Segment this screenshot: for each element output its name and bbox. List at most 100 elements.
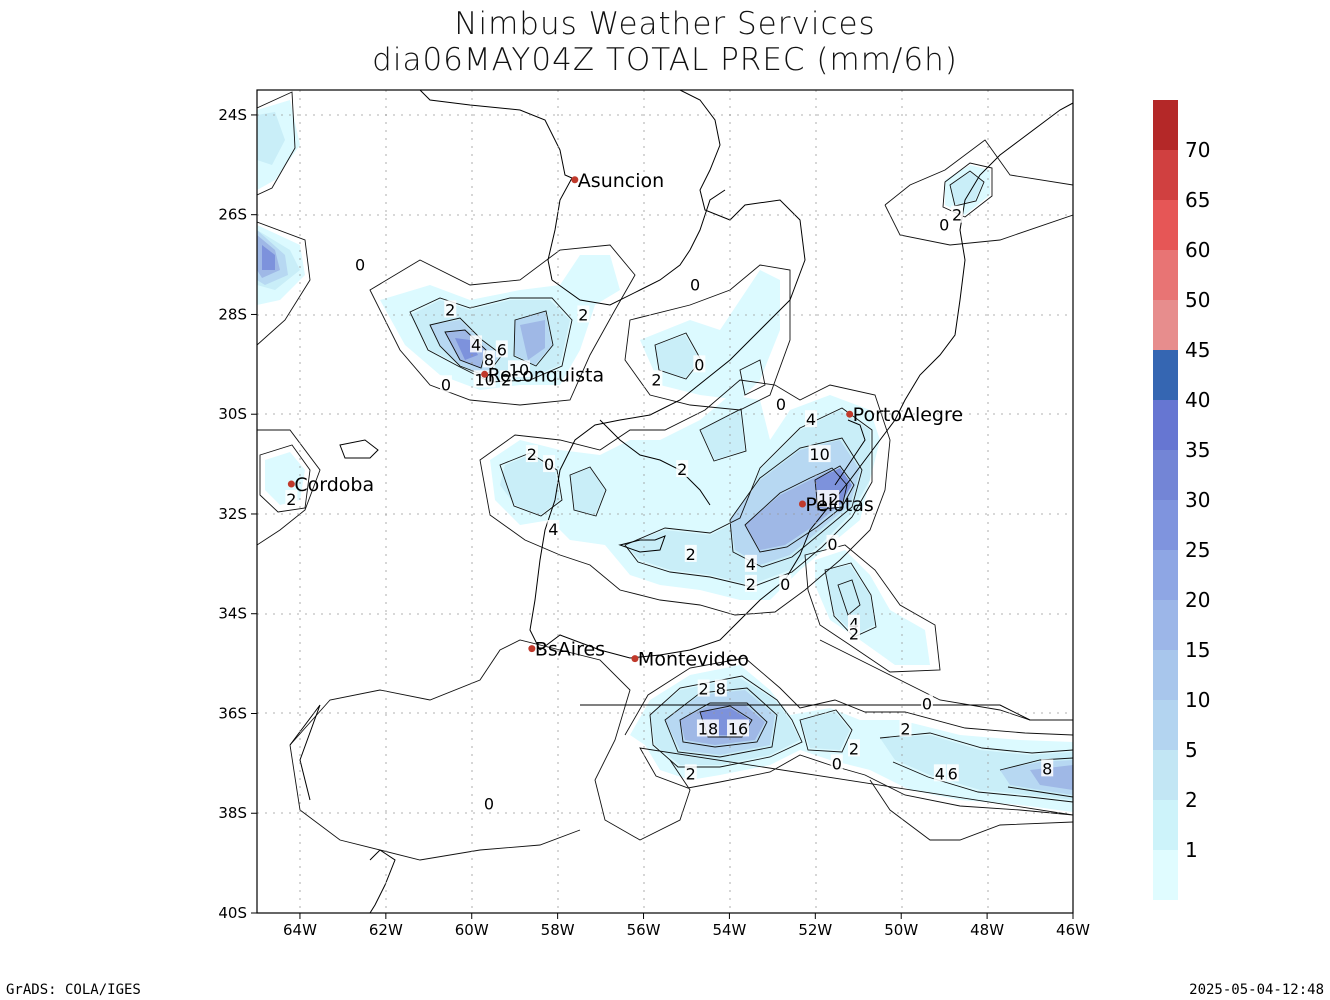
colorbar-swatch [1153, 800, 1178, 850]
contour-label: 2 [849, 739, 859, 758]
lon-tick-label: 50W [884, 921, 918, 939]
contour-label: 6 [948, 764, 958, 783]
contour-label: 2 [286, 490, 296, 509]
contour-label: 2 [686, 764, 696, 783]
contour-label-bg [714, 679, 727, 697]
contour-label: 2 [849, 625, 859, 644]
contour-label: 0 [544, 455, 554, 474]
contour-label: 10 [474, 370, 494, 389]
city-marker [528, 645, 536, 653]
contour-label: 10 [809, 445, 829, 464]
contour-label-bg [693, 355, 706, 373]
colorbar-swatch [1153, 850, 1178, 900]
colorbar-swatch [1153, 550, 1178, 600]
colorbar-swatch [1153, 350, 1178, 400]
lon-tick-label: 60W [455, 921, 489, 939]
lat-tick-label: 28S [218, 305, 247, 323]
contour-label: 4 [849, 615, 859, 634]
colorbar-label: 10 [1185, 688, 1210, 712]
colorbar-swatch [1153, 750, 1178, 800]
contour-label-bg [500, 370, 513, 388]
contour-label-bg [543, 455, 556, 473]
city-marker [846, 410, 854, 418]
contour-label: 12 [818, 490, 838, 509]
colorbar-swatch [1153, 700, 1178, 750]
colorbar-label: 5 [1185, 738, 1198, 762]
lat-tick-label: 30S [218, 405, 247, 423]
contour-label: 0 [441, 375, 451, 394]
contour-label: 0 [939, 216, 949, 235]
contour-label-bg [830, 754, 843, 772]
contour-label: 0 [694, 355, 704, 374]
contour-label-bg [744, 574, 757, 592]
contour-label: 0 [484, 794, 494, 813]
city-label: Pelotas [805, 494, 873, 516]
colorbar-swatch [1153, 200, 1178, 250]
lat-tick-label: 36S [218, 704, 247, 722]
contour-label-bg [727, 719, 750, 737]
city-label: Asuncion [578, 170, 664, 192]
contour-label: 10 [509, 360, 529, 379]
colorbar-swatch [1153, 300, 1178, 350]
coastlines [289, 90, 1073, 913]
contour-label: 0 [355, 256, 365, 275]
contour-label-bg [495, 340, 508, 358]
contour-label-bg [920, 694, 933, 712]
contour-label-bg [847, 739, 860, 757]
contour-label-bg [285, 490, 298, 508]
contour-label: 8 [1042, 759, 1052, 778]
contour-label-bg [805, 410, 818, 428]
contour-label-bg [354, 255, 367, 273]
contour-label: 2 [686, 545, 696, 564]
lat-tick-label: 34S [218, 605, 247, 623]
colorbar-label: 2 [1185, 788, 1198, 812]
contour-label: 8 [484, 350, 494, 369]
colorbar-label: 25 [1185, 538, 1210, 562]
contour-label-bg [696, 719, 719, 737]
colorbar-swatch [1153, 450, 1178, 500]
lon-tick-label: 54W [712, 921, 746, 939]
contour-label-bg [808, 445, 831, 463]
lon-tick-label: 48W [970, 921, 1004, 939]
contour-label-bg [933, 764, 946, 782]
contour-label: 0 [690, 276, 700, 295]
colorbar-swatch [1153, 400, 1178, 450]
contour-label: 2 [578, 305, 588, 324]
contour-label: 6 [497, 340, 507, 359]
graticule [257, 90, 1073, 913]
lon-tick-label: 62W [369, 921, 403, 939]
contour-label: 2 [677, 460, 687, 479]
contour-label-bg [744, 554, 757, 572]
contour-label-bg [826, 534, 839, 552]
colorbar-label: 30 [1185, 488, 1210, 512]
contour-label: 0 [832, 754, 842, 773]
precip-fill-layer [257, 91, 1073, 861]
contour-label: 0 [776, 395, 786, 414]
colorbar-label: 15 [1185, 638, 1210, 662]
contour-label: 2 [699, 680, 709, 699]
colorbar-label: 70 [1185, 138, 1210, 162]
colorbar-label: 65 [1185, 188, 1210, 212]
colorbar-label: 20 [1185, 588, 1210, 612]
contour-label-bg [676, 460, 689, 478]
contour-label-bg [650, 370, 663, 388]
footer-credit: GrADS: COLA/IGES [6, 982, 141, 998]
contour-lines [257, 91, 1073, 861]
contour-label-bg [946, 764, 959, 782]
colorbar-swatch [1153, 600, 1178, 650]
contour-label: 2 [527, 445, 537, 464]
contour-label-bg [507, 360, 530, 378]
lat-tick-label: 38S [218, 804, 247, 822]
contour-label-bg [817, 490, 840, 508]
contour-label-bg [482, 350, 495, 368]
city-label: Reconquista [488, 364, 605, 386]
colorbar-swatch [1153, 250, 1178, 300]
city-marker [287, 480, 295, 488]
colorbar-label: 60 [1185, 238, 1210, 262]
contour-label: 0 [922, 695, 932, 714]
contour-label-bg [899, 719, 912, 737]
contour-label: 4 [471, 335, 481, 354]
